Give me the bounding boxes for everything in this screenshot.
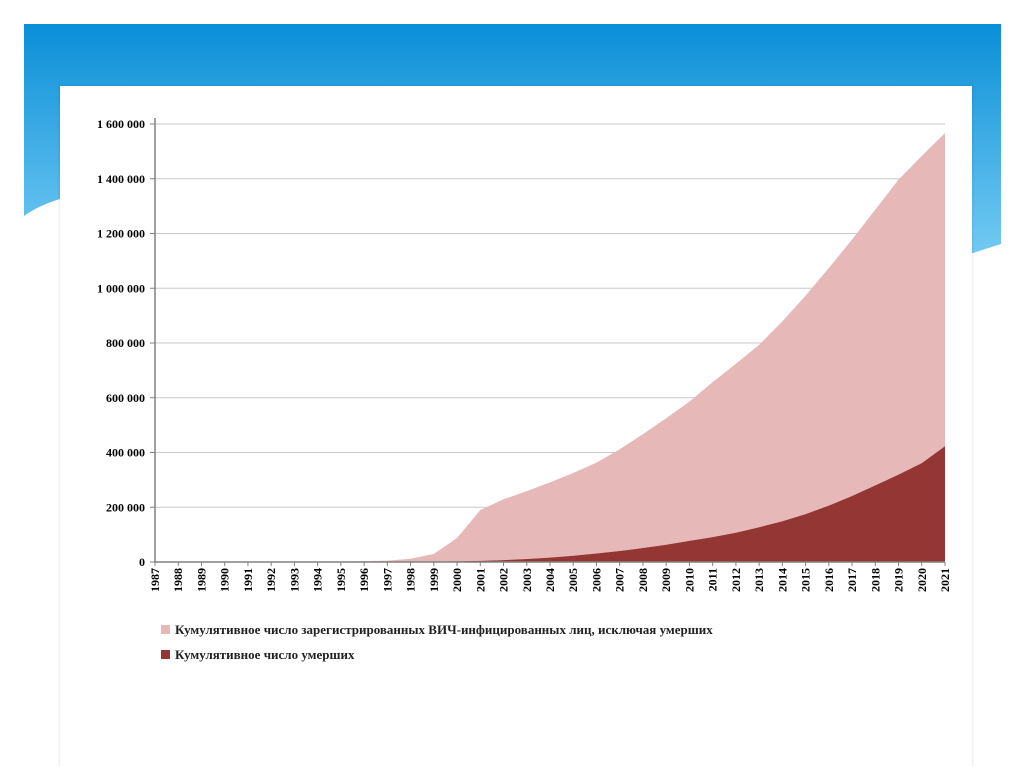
x-tick-label: 2018 bbox=[868, 568, 882, 592]
x-tick-label: 1996 bbox=[357, 568, 371, 592]
slide-blue-banner bbox=[24, 24, 1001, 274]
x-tick-label: 1992 bbox=[264, 568, 278, 592]
x-tick-label: 2011 bbox=[706, 568, 720, 591]
x-tick-label: 2010 bbox=[682, 568, 696, 592]
x-tick-label: 2006 bbox=[589, 568, 603, 592]
x-tick-label: 1995 bbox=[334, 568, 348, 592]
y-tick-label: 400 000 bbox=[106, 446, 145, 460]
x-tick-label: 1999 bbox=[427, 568, 441, 592]
x-tick-label: 1991 bbox=[241, 568, 255, 592]
x-tick-label: 2019 bbox=[892, 568, 906, 592]
x-tick-label: 2012 bbox=[729, 568, 743, 592]
legend-item-living: Кумулятивное число зарегистрированных ВИ… bbox=[161, 622, 713, 637]
x-tick-label: 1993 bbox=[287, 568, 301, 592]
x-tick-label: 2005 bbox=[566, 568, 580, 592]
x-tick-label: 2016 bbox=[822, 568, 836, 592]
x-tick-label: 2009 bbox=[659, 568, 673, 592]
y-tick-label: 600 000 bbox=[106, 391, 145, 405]
legend-swatch bbox=[161, 625, 170, 634]
y-tick-label: 1 200 000 bbox=[97, 227, 145, 241]
y-tick-label: 1 000 000 bbox=[97, 281, 145, 295]
x-axis-tick-labels: 1987 1988 1989 1990 1991 1992 1993 1994 1995 1996… bbox=[148, 562, 952, 592]
x-tick-label: 2002 bbox=[497, 568, 511, 592]
x-tick-label: 1997 bbox=[380, 568, 394, 592]
y-tick-label: 800 000 bbox=[106, 336, 145, 350]
y-tick-label: 0 bbox=[139, 555, 145, 569]
x-tick-label: 2000 bbox=[450, 568, 464, 592]
x-tick-label: 2021 bbox=[938, 568, 952, 592]
x-tick-label: 1988 bbox=[171, 568, 185, 592]
x-tick-label: 1987 bbox=[148, 568, 162, 592]
hiv-cumulative-area-chart: 0 200 000 400 000 600 000 800 000 1 000 000 1 … bbox=[97, 117, 952, 662]
x-tick-label: 1998 bbox=[404, 568, 418, 592]
x-tick-label: 2008 bbox=[636, 568, 650, 592]
y-axis-tick-labels: 0 200 000 400 000 600 000 800 000 1 000 000 1 … bbox=[97, 117, 145, 569]
x-tick-label: 2014 bbox=[775, 568, 789, 592]
x-tick-label: 2001 bbox=[473, 568, 487, 592]
area-series bbox=[155, 133, 945, 562]
living-hiv-area bbox=[155, 133, 945, 562]
x-tick-label: 1989 bbox=[194, 568, 208, 592]
legend-item-deaths: Кумулятивное число умерших bbox=[161, 647, 355, 662]
legend-swatch bbox=[161, 650, 170, 659]
x-tick-label: 2003 bbox=[520, 568, 534, 592]
x-tick-label: 2007 bbox=[613, 568, 627, 592]
deaths-area bbox=[155, 446, 945, 562]
x-tick-label: 2004 bbox=[543, 568, 557, 592]
legend: Кумулятивное число зарегистрированных ВИ… bbox=[161, 622, 713, 662]
x-tick-label: 2020 bbox=[915, 568, 929, 592]
x-tick-label: 1994 bbox=[311, 568, 325, 592]
y-tick-label: 1 600 000 bbox=[97, 117, 145, 131]
y-tick-label: 200 000 bbox=[106, 500, 145, 514]
x-tick-label: 1990 bbox=[218, 568, 232, 592]
y-tick-label: 1 400 000 bbox=[97, 172, 145, 186]
legend-label: Кумулятивное число умерших bbox=[175, 647, 355, 662]
x-tick-label: 2017 bbox=[845, 568, 859, 592]
x-tick-label: 2013 bbox=[752, 568, 766, 592]
x-tick-label: 2015 bbox=[799, 568, 813, 592]
chart-card: 0 200 000 400 000 600 000 800 000 1 000 000 1 … bbox=[60, 86, 972, 767]
legend-label: Кумулятивное число зарегистрированных ВИ… bbox=[175, 622, 713, 637]
